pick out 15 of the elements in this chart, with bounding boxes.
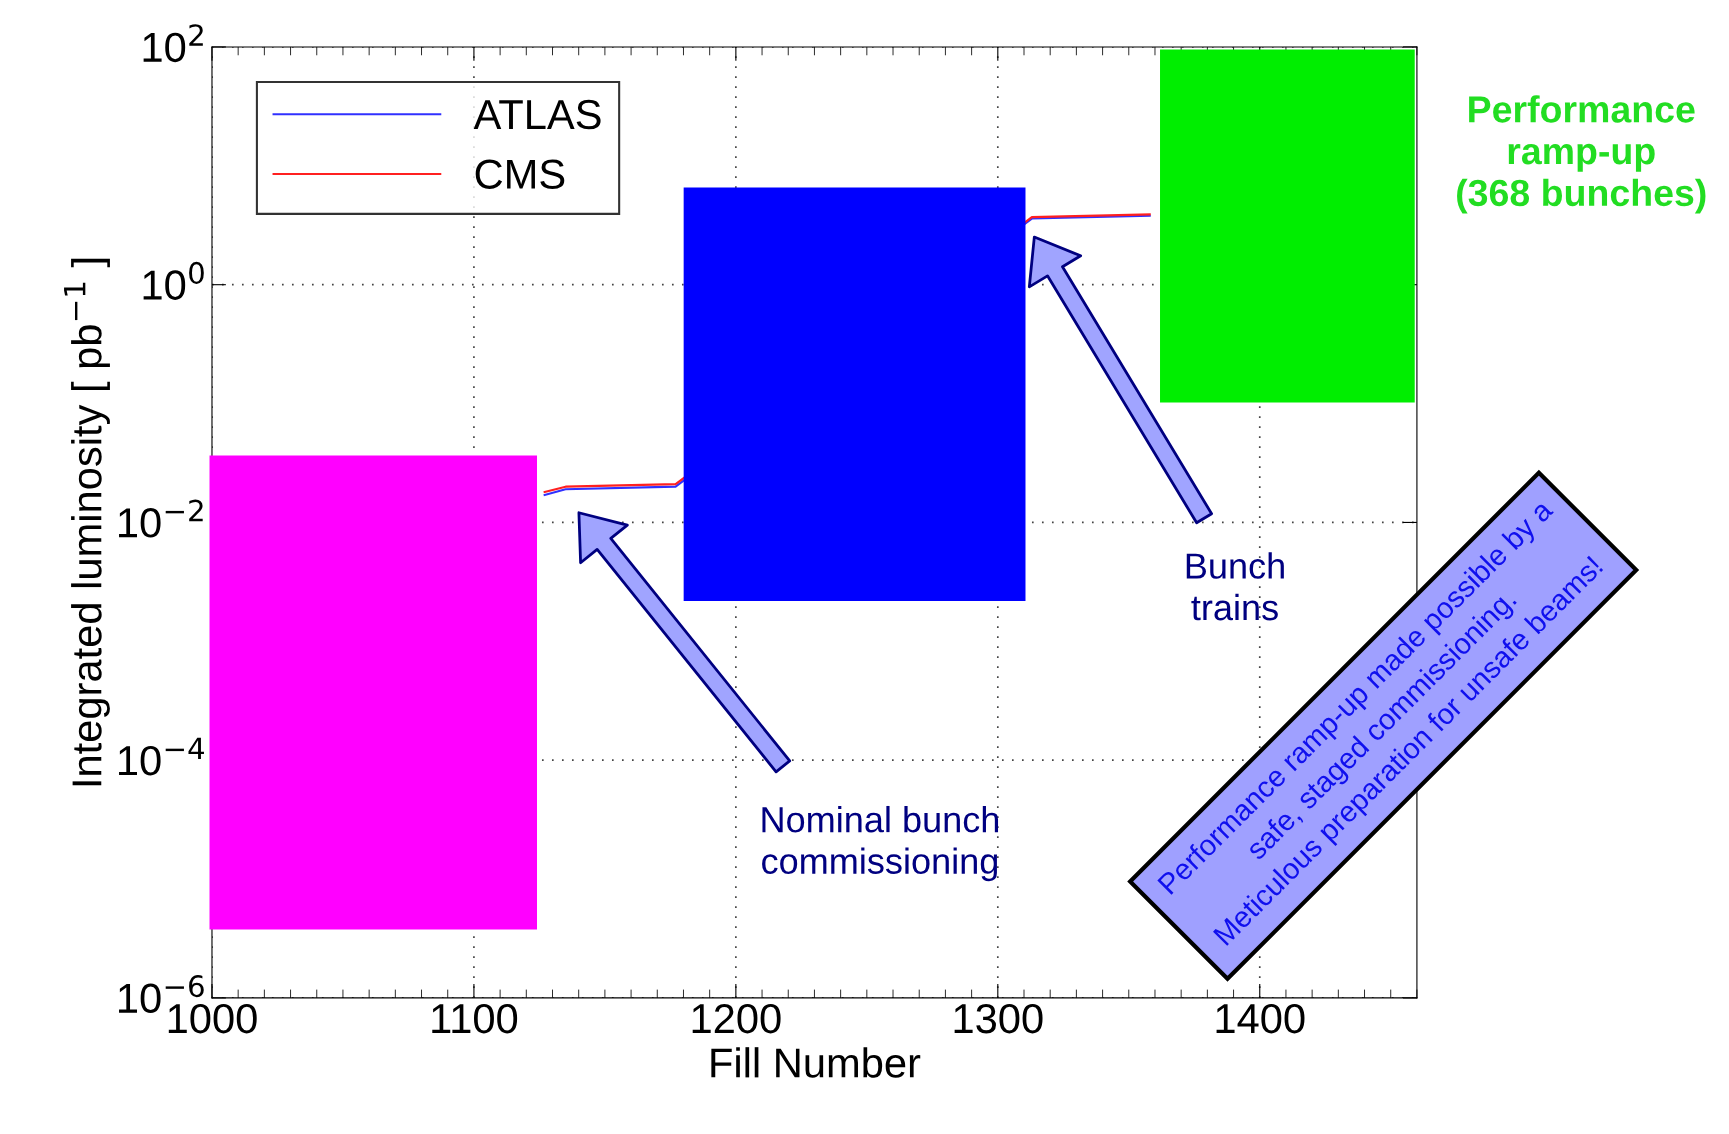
y-tick-label: 10$^{−4}$ xyxy=(119,737,204,776)
legend-label: ATLAS xyxy=(473,99,601,130)
annotation: Bunch trains xyxy=(1186,552,1284,621)
annotation: Nominal bunch commissioning xyxy=(762,805,999,882)
y-tick-label: 10$^{0}$ xyxy=(143,261,204,300)
x-tick-label: 1100 xyxy=(432,1003,518,1034)
x-tick-label: 1300 xyxy=(954,1003,1043,1034)
y-tick-label: 10$^{2}$ xyxy=(143,24,203,63)
x-axis-title: Fill Number xyxy=(711,1047,921,1078)
x-tick-label: 1200 xyxy=(692,1003,781,1034)
text: Performance ramp-up (368 bunches) xyxy=(1457,95,1706,214)
legend-label: CMS xyxy=(475,159,565,189)
y-axis-title: Integrated luminosity [ pb$^{−1}$ ] xyxy=(64,258,110,786)
y-tick-label: 10$^{−2}$ xyxy=(119,499,203,538)
x-tick-label: 1400 xyxy=(1216,1003,1305,1034)
